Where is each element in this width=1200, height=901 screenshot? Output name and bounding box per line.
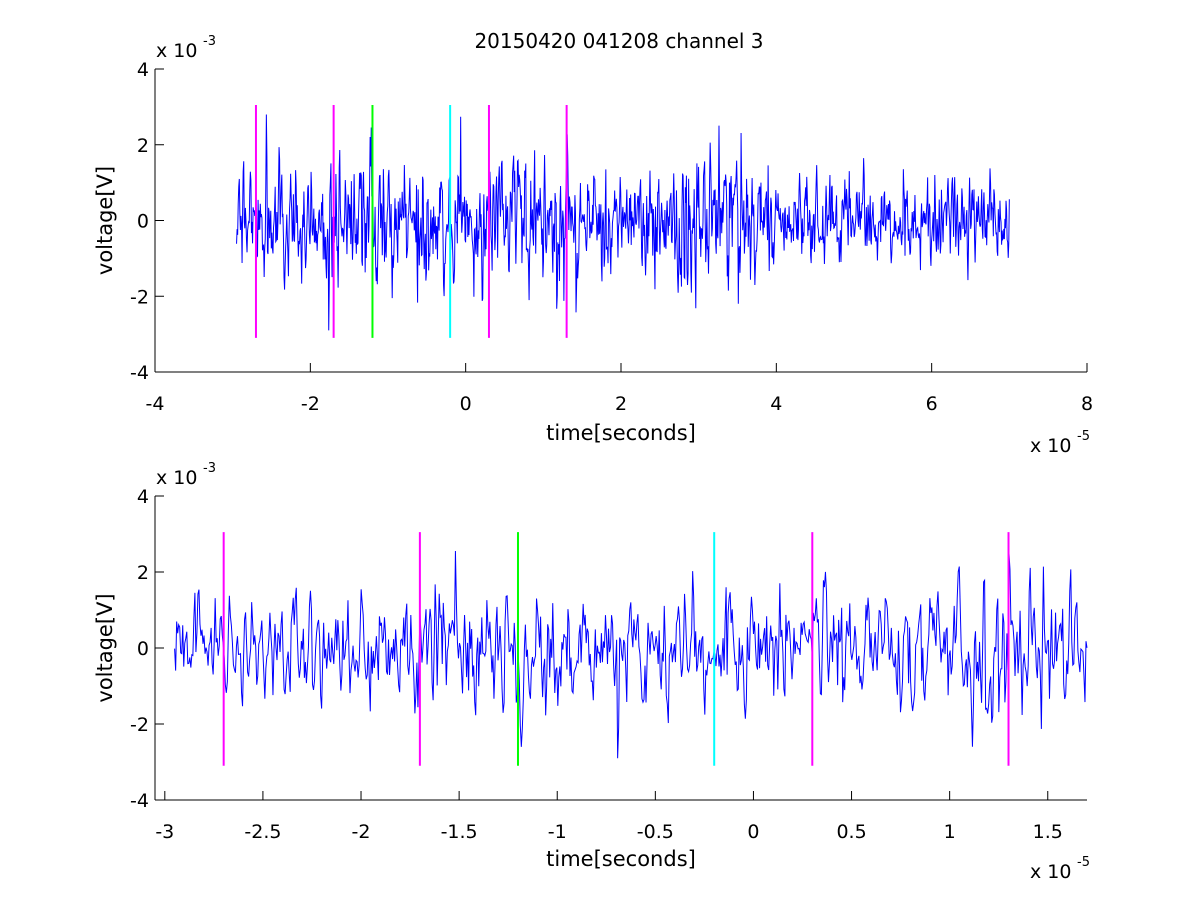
x-exponent-power: -5 bbox=[1077, 429, 1090, 444]
x-tick-label: -2.5 bbox=[244, 821, 281, 843]
x-exponent-label: x 10 bbox=[1030, 435, 1071, 457]
y-tick-label: 4 bbox=[137, 59, 149, 81]
chart-top: -4 -2 0 2 4 6 8 -4 -2 0 2 4 time[seconds] voltage[V] x… bbox=[93, 34, 1093, 457]
y-tick-label: -2 bbox=[130, 714, 149, 736]
x-tick-label: -4 bbox=[146, 393, 165, 415]
y-exponent-power: -3 bbox=[203, 34, 216, 49]
x-tick-label: -2 bbox=[352, 821, 371, 843]
y-tick-label: 4 bbox=[137, 486, 149, 508]
x-tick-label: -0.5 bbox=[637, 821, 674, 843]
figure-title: 20150420 041208 channel 3 bbox=[474, 29, 763, 53]
x-tick-label: -1 bbox=[548, 821, 567, 843]
x-axis-label: time[seconds] bbox=[546, 847, 696, 871]
y-exponent-label: x 10 bbox=[156, 467, 197, 489]
chart-bottom: -3 -2.5 -2 -1.5 -1 -0.5 0 0.5 1 1.5 -4 -2 0 2 4 time[se… bbox=[93, 461, 1090, 883]
x-tick-label: 1.5 bbox=[1033, 821, 1063, 843]
y-tick-label: -2 bbox=[130, 286, 149, 308]
x-tick-label: 8 bbox=[1081, 393, 1093, 415]
x-tick-label: 1 bbox=[944, 821, 956, 843]
y-tick-label: -4 bbox=[130, 790, 149, 812]
y-axis-label: voltage[V] bbox=[93, 593, 117, 702]
x-tick-label: 0 bbox=[460, 393, 472, 415]
x-tick-label: -2 bbox=[301, 393, 320, 415]
x-tick-label: 6 bbox=[926, 393, 938, 415]
x-tick-label: -1.5 bbox=[441, 821, 478, 843]
x-tick-label: 4 bbox=[770, 393, 782, 415]
y-tick-label: 2 bbox=[137, 562, 149, 584]
x-exponent-power: -5 bbox=[1077, 855, 1090, 870]
signal-trace bbox=[174, 551, 1088, 759]
y-axis-label: voltage[V] bbox=[93, 166, 117, 275]
y-tick-label: 0 bbox=[137, 211, 149, 233]
y-exponent-label: x 10 bbox=[156, 40, 197, 62]
y-exponent-power: -3 bbox=[203, 461, 216, 476]
x-axis-label: time[seconds] bbox=[546, 421, 696, 445]
x-exponent-label: x 10 bbox=[1030, 861, 1071, 883]
x-tick-label: 0.5 bbox=[836, 821, 866, 843]
y-tick-label: 0 bbox=[137, 638, 149, 660]
x-tick-label: 2 bbox=[615, 393, 627, 415]
y-tick-label: -4 bbox=[130, 362, 149, 384]
y-tick-label: 2 bbox=[137, 135, 149, 157]
x-tick-label: -3 bbox=[155, 821, 174, 843]
x-tick-label: 0 bbox=[747, 821, 759, 843]
signal-trace bbox=[236, 114, 1010, 331]
